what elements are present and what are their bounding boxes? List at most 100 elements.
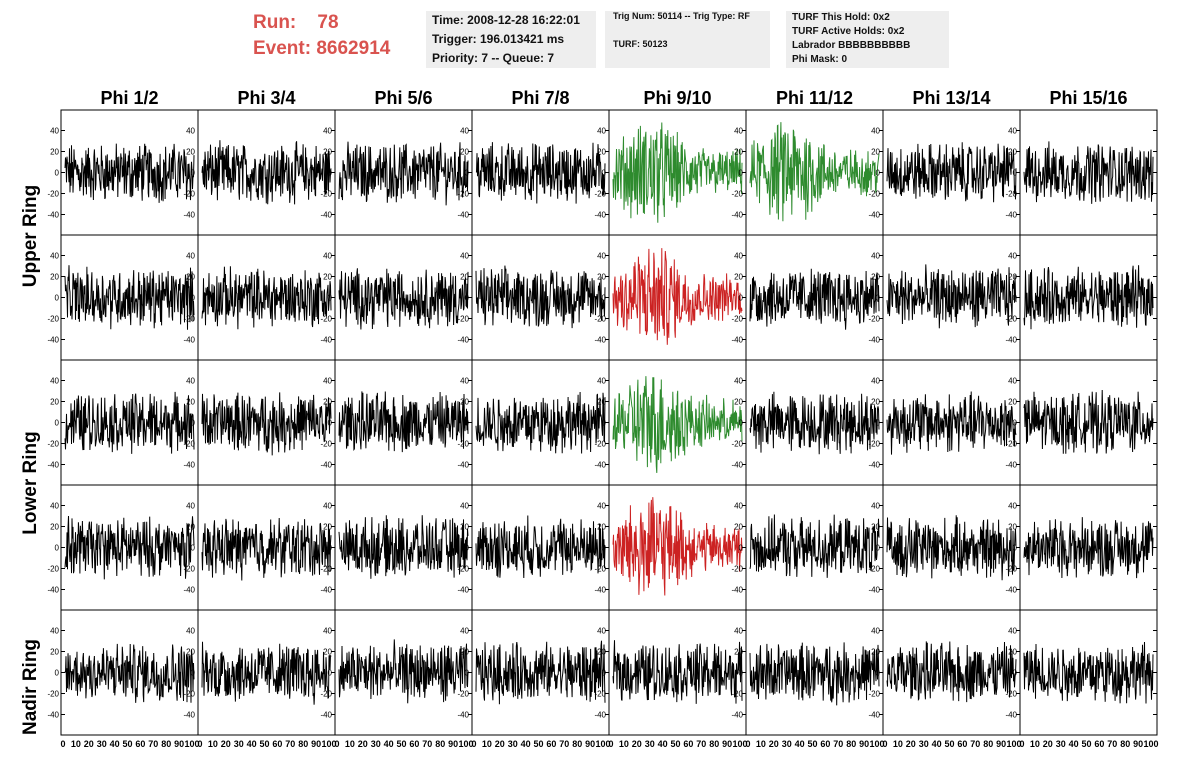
y-tick-label: -20 — [868, 315, 880, 324]
run-event-header: Run: 78 Event: 8662914 — [253, 10, 390, 62]
y-tick-label: 40 — [597, 252, 606, 261]
y-tick-label: 20 — [50, 648, 59, 657]
y-tick-label: -20 — [731, 440, 743, 449]
x-tick-label: 100 — [732, 739, 747, 749]
y-tick-label: 20 — [460, 648, 469, 657]
waveform-trace — [475, 515, 606, 579]
column-header-phi-1-2: Phi 1/2 — [100, 88, 159, 108]
y-tick-label: -20 — [731, 315, 743, 324]
y-tick-label: -20 — [868, 190, 880, 199]
y-tick-label: 0 — [328, 544, 333, 553]
x-tick-label: 30 — [508, 739, 518, 749]
waveform-trace — [886, 641, 1017, 703]
x-tick-label: 10 — [1030, 739, 1040, 749]
y-tick-label: 40 — [50, 502, 59, 511]
panel-r3-c0: 40 20 0 -20 -40 — [47, 484, 199, 611]
panel-r0-c4: 40 20 0 -20 -40 — [594, 109, 747, 236]
y-tick-label: 0 — [55, 419, 60, 428]
panel-r3-c2: 40 20 0 -20 -40 — [320, 484, 473, 611]
x-tick-label: 10 — [619, 739, 629, 749]
x-tick-label: 50 — [807, 739, 817, 749]
y-tick-label: 40 — [734, 502, 743, 511]
panel-r3-c6: 40 20 0 -20 -40 — [868, 484, 1021, 611]
y-tick-label: -40 — [457, 711, 469, 720]
y-tick-label: 20 — [186, 648, 195, 657]
x-tick-label: 10 — [71, 739, 81, 749]
panel-r0-c5: 40 20 0 -20 -40 — [731, 109, 884, 236]
y-tick-label: -40 — [868, 211, 880, 220]
y-tick-label: 40 — [597, 127, 606, 136]
y-tick-label: 0 — [1013, 669, 1018, 678]
y-tick-label: 20 — [597, 273, 606, 282]
x-tick-label: 30 — [371, 739, 381, 749]
trig-info-box: Trig Num: 50114 -- Trig Type: RF TURF: 5… — [605, 11, 770, 68]
x-tick-label: 40 — [247, 739, 257, 749]
y-tick-label: 40 — [871, 502, 880, 511]
y-tick-label: 40 — [1008, 502, 1017, 511]
x-tick-label: 10 — [208, 739, 218, 749]
x-tick-label: 10 — [345, 739, 355, 749]
y-tick-label: -20 — [320, 440, 332, 449]
x-tick-label: 90 — [996, 739, 1006, 749]
y-tick-label: -20 — [868, 565, 880, 574]
x-tick-label: 90 — [448, 739, 458, 749]
x-tick-label: 90 — [311, 739, 321, 749]
x-tick-label: 100 — [869, 739, 884, 749]
y-tick-label: 40 — [871, 627, 880, 636]
x-tick-label: 70 — [833, 739, 843, 749]
y-tick-label: -20 — [1005, 440, 1017, 449]
y-tick-label: 0 — [465, 419, 470, 428]
panel-r0-c7: 40 20 0 -20 -40 — [1005, 109, 1158, 236]
x-tick-label: 30 — [782, 739, 792, 749]
y-tick-label: -20 — [457, 315, 469, 324]
waveform-trace — [338, 268, 469, 330]
x-tick-label: 20 — [1043, 739, 1053, 749]
y-tick-label: 0 — [602, 169, 607, 178]
y-tick-label: 40 — [597, 377, 606, 386]
y-tick-label: 0 — [739, 544, 744, 553]
x-tick-label: 90 — [585, 739, 595, 749]
column-header-phi-11-12: Phi 11/12 — [775, 88, 854, 108]
y-tick-label: 0 — [328, 294, 333, 303]
y-tick-label: -40 — [47, 336, 59, 345]
event-value: 8662914 — [316, 38, 391, 59]
y-tick-label: -40 — [594, 711, 606, 720]
turf-info-box: TURF This Hold: 0x2 TURF Active Holds: 0… — [786, 11, 949, 68]
waveform-trace — [338, 391, 469, 453]
waveform-trace — [1023, 517, 1154, 579]
y-tick-label: 20 — [460, 148, 469, 157]
y-tick-label: 20 — [460, 273, 469, 282]
y-tick-label: -20 — [183, 315, 195, 324]
y-tick-label: 0 — [602, 669, 607, 678]
waveform-trace — [201, 266, 332, 330]
y-tick-label: 20 — [460, 398, 469, 407]
y-tick-label: -20 — [47, 190, 59, 199]
y-tick-label: -20 — [47, 565, 59, 574]
y-tick-label: -40 — [320, 586, 332, 595]
y-tick-label: -40 — [47, 711, 59, 720]
waveform-trace — [201, 392, 332, 456]
panel-r2-c2: 40 20 0 -20 -40 — [320, 359, 473, 486]
y-tick-label: -20 — [183, 190, 195, 199]
y-tick-label: -20 — [594, 690, 606, 699]
y-tick-label: 20 — [1008, 648, 1017, 657]
y-tick-label: -40 — [594, 336, 606, 345]
x-tick-label: 30 — [645, 739, 655, 749]
y-tick-label: -20 — [731, 565, 743, 574]
panel-r2-c5: 40 20 0 -20 -40 — [731, 359, 884, 486]
x-tick-label: 70 — [285, 739, 295, 749]
y-tick-label: -20 — [47, 690, 59, 699]
y-tick-label: 20 — [50, 398, 59, 407]
turf-num-text: TURF: 50123 — [613, 39, 668, 49]
y-tick-label: 0 — [876, 544, 881, 553]
x-tick-label: 80 — [572, 739, 582, 749]
panel-r0-c0: 40 20 0 -20 -40 — [47, 109, 199, 236]
y-tick-label: -40 — [457, 211, 469, 220]
y-tick-label: -40 — [731, 211, 743, 220]
y-tick-label: 40 — [597, 627, 606, 636]
y-tick-label: 40 — [186, 502, 195, 511]
y-tick-label: -20 — [320, 690, 332, 699]
